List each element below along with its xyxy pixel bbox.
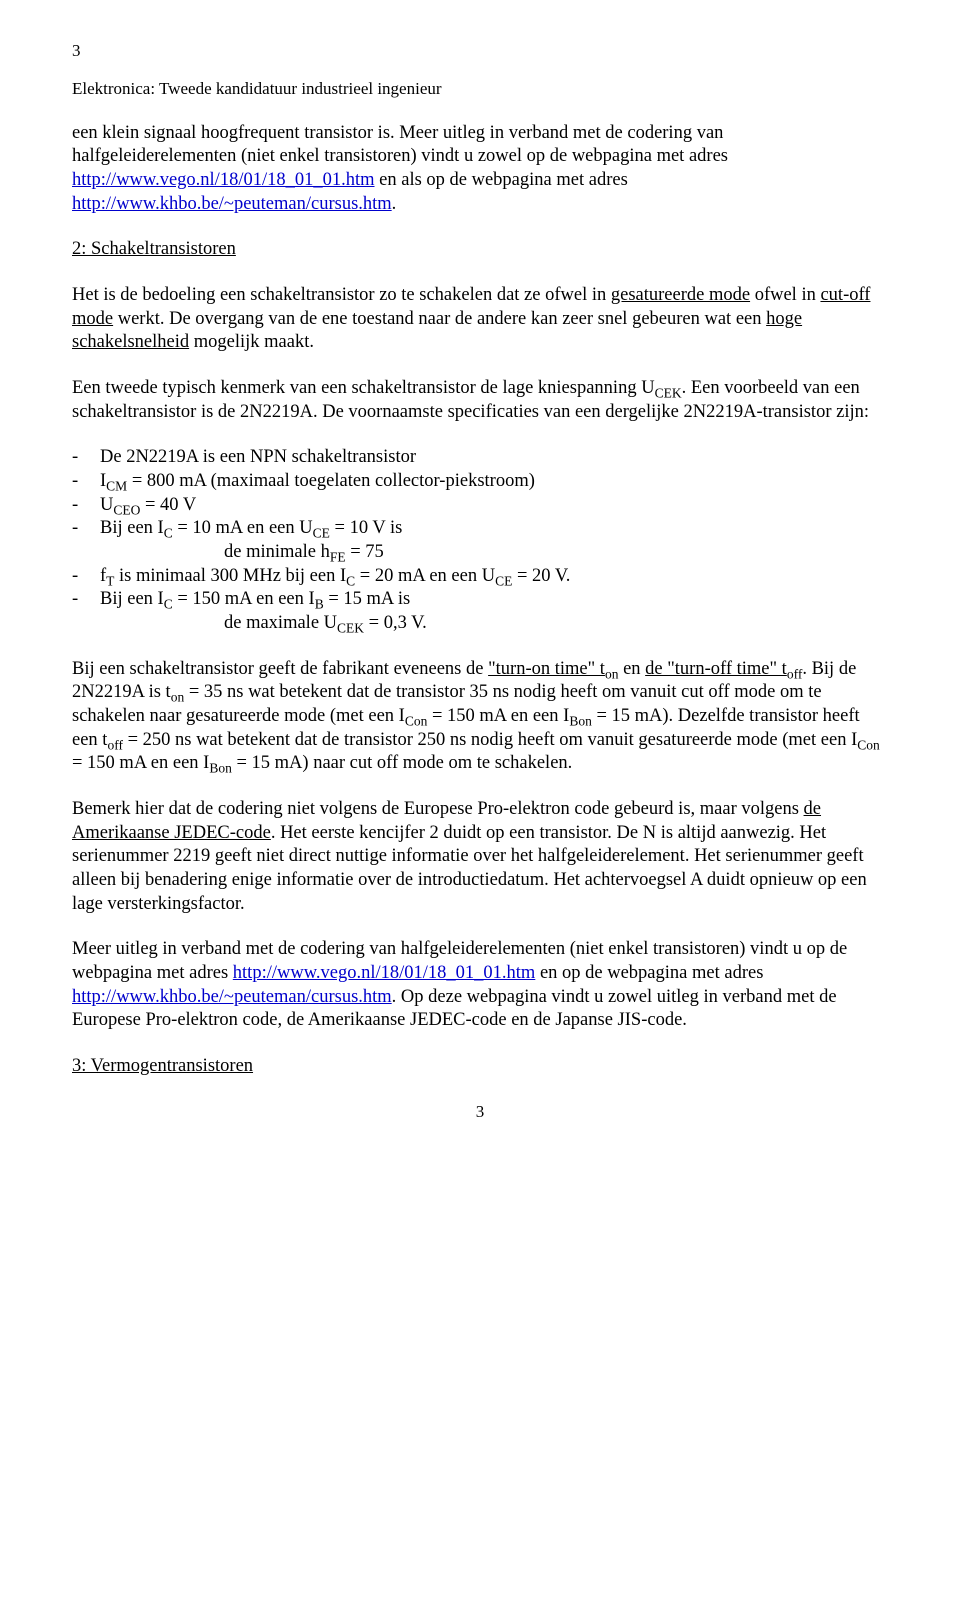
text: U [100,495,113,515]
text: = 250 ns wat betekent dat de transistor … [123,730,857,750]
text: Het is de bedoeling een schakeltransisto… [72,285,611,305]
text: = 20 mA en een U [355,566,495,586]
subscript: CEO [113,502,140,517]
text: en als op de webpagina met adres [375,170,628,190]
list-item: - UCEO = 40 V [72,494,888,518]
bullet: - [72,565,100,589]
page-number-bottom: 3 [72,1101,888,1123]
list-text: De 2N2219A is een NPN schakeltransistor [100,446,888,470]
list-text: Bij een IC = 150 mA en een IB = 15 mA is [100,588,888,612]
text: Bij een I [100,589,164,609]
text: "turn-on time" t [488,659,605,679]
text-underline: gesatureerde mode [611,285,750,305]
link-vego-2[interactable]: http://www.vego.nl/18/01/18_01_01.htm [233,963,536,983]
text: = 0,3 V. [364,613,427,633]
text: = 15 mA is [324,589,411,609]
page-number-top: 3 [72,40,888,62]
list-nested: de maximale UCEK = 0,3 V. [72,612,888,636]
link-vego[interactable]: http://www.vego.nl/18/01/18_01_01.htm [72,170,375,190]
text: Bij een I [100,518,164,538]
text: werkt. De overgang van de ene toestand n… [113,309,766,329]
list-text: ICM = 800 mA (maximaal toegelaten collec… [100,470,888,494]
text: de minimale h [224,542,330,562]
text: de "turn-off time" t [645,659,787,679]
text: = 75 [346,542,384,562]
bullet: - [72,517,100,541]
bullet: - [72,588,100,612]
subscript: C [346,573,355,588]
paragraph-codering: Bemerk hier dat de codering niet volgens… [72,798,888,916]
text: een klein signaal hoogfrequent transisto… [72,123,728,167]
subscript: B [315,597,324,612]
paragraph-timing: Bij een schakeltransistor geeft de fabri… [72,658,888,776]
list-item: - ICM = 800 mA (maximaal toegelaten coll… [72,470,888,494]
subscript: on [605,666,619,681]
subscript: CM [106,479,127,494]
text-underline: "turn-on time" ton [488,659,618,679]
subscript: off [787,666,803,681]
text: = 800 mA (maximaal toegelaten collector-… [127,471,535,491]
list-text: fT is minimaal 300 MHz bij een IC = 20 m… [100,565,888,589]
text: en op de webpagina met adres [535,963,763,983]
text: ofwel in [750,285,820,305]
link-khbo-2[interactable]: http://www.khbo.be/~peuteman/cursus.htm [72,987,392,1007]
text: = 10 mA en een U [173,518,313,538]
list-text: Bij een IC = 10 mA en een UCE = 10 V is [100,517,888,541]
subscript: C [164,526,173,541]
subscript: C [164,597,173,612]
subscript: Bon [569,714,592,729]
bullet: - [72,446,100,470]
subscript: on [171,690,185,705]
list-item: - Bij een IC = 10 mA en een UCE = 10 V i… [72,517,888,541]
text-underline: de "turn-off time" toff [645,659,802,679]
text: = 40 V [140,495,196,515]
text: Bemerk hier dat de codering niet volgens… [72,799,804,819]
text: mogelijk maakt. [189,332,314,352]
list-item: - De 2N2219A is een NPN schakeltransisto… [72,446,888,470]
text: is minimaal 300 MHz bij een I [114,566,346,586]
subscript: Con [857,737,880,752]
subscript: CEK [655,386,682,401]
paragraph-schakel-2: Een tweede typisch kenmerk van een schak… [72,377,888,424]
section-heading-2: 2: Schakeltransistoren [72,238,888,262]
text: = 10 V is [330,518,402,538]
subscript: CE [495,573,512,588]
text: en [618,659,645,679]
text: de maximale U [224,613,337,633]
list-item: - fT is minimaal 300 MHz bij een IC = 20… [72,565,888,589]
text: . [392,194,397,214]
text: = 150 mA en een I [427,706,569,726]
text: Een tweede typisch kenmerk van een schak… [72,378,655,398]
spec-list: - De 2N2219A is een NPN schakeltransisto… [72,446,888,635]
list-nested: de minimale hFE = 75 [72,541,888,565]
text: = 15 mA) naar cut off mode om te schakel… [232,753,572,773]
list-text: UCEO = 40 V [100,494,888,518]
paragraph-links: Meer uitleg in verband met de codering v… [72,938,888,1033]
text: = 20 V. [512,566,570,586]
paragraph-schakel-1: Het is de bedoeling een schakeltransisto… [72,284,888,355]
bullet: - [72,494,100,518]
text: = 150 mA en een I [72,753,209,773]
subscript: CE [313,526,330,541]
list-item: - Bij een IC = 150 mA en een IB = 15 mA … [72,588,888,612]
bullet: - [72,470,100,494]
text: = 150 mA en een I [173,589,315,609]
subscript: CEK [337,621,364,636]
running-header: Elektronica: Tweede kandidatuur industri… [72,78,888,100]
subscript: off [107,737,123,752]
link-khbo[interactable]: http://www.khbo.be/~peuteman/cursus.htm [72,194,392,214]
paragraph-intro: een klein signaal hoogfrequent transisto… [72,122,888,217]
subscript: FE [330,550,346,565]
section-heading-3: 3: Vermogentransistoren [72,1055,888,1079]
text: Bij een schakeltransistor geeft de fabri… [72,659,488,679]
subscript: Bon [209,761,232,776]
subscript: Con [405,714,428,729]
